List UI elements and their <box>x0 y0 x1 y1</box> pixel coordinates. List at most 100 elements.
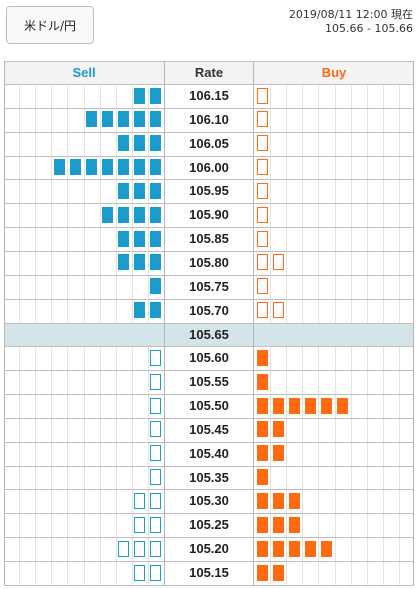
row-divider <box>4 585 414 586</box>
sell-order-block <box>118 182 130 199</box>
rate-cell: 105.40 <box>189 445 229 461</box>
buy-order-block <box>256 373 268 390</box>
sell-column-header: Sell <box>72 65 96 80</box>
rate-cell: 105.55 <box>189 374 229 390</box>
sell-order-block <box>118 206 130 223</box>
rate-cell: 105.60 <box>189 350 229 366</box>
column-border <box>413 61 414 586</box>
sell-order-block <box>118 159 130 176</box>
rate-cell: 106.00 <box>189 159 229 175</box>
sell-order-block <box>150 492 162 509</box>
buy-column-header: Buy <box>321 65 347 80</box>
row-divider <box>4 346 414 348</box>
sell-order-block <box>102 206 114 223</box>
buy-order-block <box>272 540 284 557</box>
sell-order-block <box>134 254 146 271</box>
sell-order-block <box>134 564 146 581</box>
row-divider <box>4 155 414 157</box>
buy-order-block <box>272 564 284 581</box>
buy-order-block <box>272 516 284 533</box>
buy-order-block <box>256 111 268 128</box>
buy-order-block <box>256 540 268 557</box>
buy-order-block <box>320 397 332 414</box>
buy-order-block <box>304 397 316 414</box>
buy-order-block <box>337 397 348 414</box>
column-border <box>253 61 254 586</box>
sell-order-block <box>150 87 162 104</box>
rate-cell: 105.45 <box>189 421 229 437</box>
rate-cell: 106.05 <box>189 135 229 151</box>
sell-order-block <box>150 159 162 176</box>
sell-order-block <box>150 349 162 366</box>
sell-order-block <box>134 182 146 199</box>
rate-cell: 106.10 <box>189 111 229 127</box>
buy-order-block <box>256 87 268 104</box>
rate-cell: 105.80 <box>189 254 229 270</box>
sell-order-block <box>134 135 146 152</box>
buy-order-block <box>256 206 268 223</box>
buy-order-block <box>256 302 268 319</box>
sell-order-block <box>150 373 162 390</box>
row-divider <box>4 84 414 85</box>
buy-order-block <box>256 421 268 438</box>
buy-order-block <box>288 540 300 557</box>
buy-order-block <box>320 540 332 557</box>
row-divider <box>4 489 414 491</box>
sell-order-block <box>134 230 146 247</box>
row-divider <box>4 250 414 252</box>
buy-order-block <box>272 421 284 438</box>
sell-order-block <box>150 540 162 557</box>
currency-pair-button[interactable]: 米ドル/円 <box>6 6 94 44</box>
sell-order-block <box>150 254 162 271</box>
sell-order-block <box>134 159 146 176</box>
sell-order-block <box>150 397 162 414</box>
buy-order-block <box>256 445 268 462</box>
rate-cell: 105.15 <box>189 565 229 580</box>
row-divider <box>4 61 414 62</box>
buy-order-block <box>272 492 284 509</box>
sell-order-block <box>134 540 146 557</box>
buy-order-block <box>288 516 300 533</box>
row-divider <box>4 370 414 372</box>
sell-order-block <box>134 302 146 319</box>
sell-order-block <box>118 540 130 557</box>
row-divider <box>4 394 414 396</box>
sell-order-block <box>150 469 162 486</box>
sell-order-block <box>86 159 97 176</box>
order-book-table: Sell Rate Buy 106.15 106.10 106.05 106.00 10… <box>4 61 414 586</box>
row-divider <box>4 107 414 109</box>
sell-order-block <box>118 254 130 271</box>
row-divider <box>4 203 414 205</box>
row-divider <box>4 465 414 467</box>
row-divider <box>4 298 414 300</box>
buy-order-block <box>256 516 268 533</box>
sell-order-block <box>150 278 162 295</box>
buy-order-block <box>256 278 268 295</box>
rate-cell: 105.85 <box>189 231 229 247</box>
buy-order-block <box>288 492 300 509</box>
buy-order-block <box>256 182 268 199</box>
rate-column-header: Rate <box>194 65 224 80</box>
sell-order-block <box>150 135 162 152</box>
buy-order-block <box>256 254 268 271</box>
row-divider <box>4 274 414 276</box>
buy-order-block <box>256 397 268 414</box>
sell-order-block <box>134 111 146 128</box>
column-border <box>4 61 5 586</box>
bid-ask-range: 105.66 - 105.66 <box>325 22 413 35</box>
table-header-row <box>4 61 414 85</box>
sell-order-block <box>150 421 162 438</box>
sell-order-block <box>150 111 162 128</box>
row-divider <box>4 441 414 443</box>
row-divider <box>4 131 414 133</box>
sell-order-block <box>134 87 146 104</box>
current-rate-row <box>4 322 414 347</box>
sell-order-block <box>150 516 162 533</box>
rate-cell: 105.75 <box>189 278 229 294</box>
sell-order-block <box>102 159 114 176</box>
row-divider <box>4 179 414 181</box>
sell-order-block <box>69 159 81 176</box>
rate-cell: 105.90 <box>189 207 229 223</box>
timestamp-label: 2019/08/11 12:00 現在 <box>288 8 413 21</box>
sell-order-block <box>150 564 162 581</box>
